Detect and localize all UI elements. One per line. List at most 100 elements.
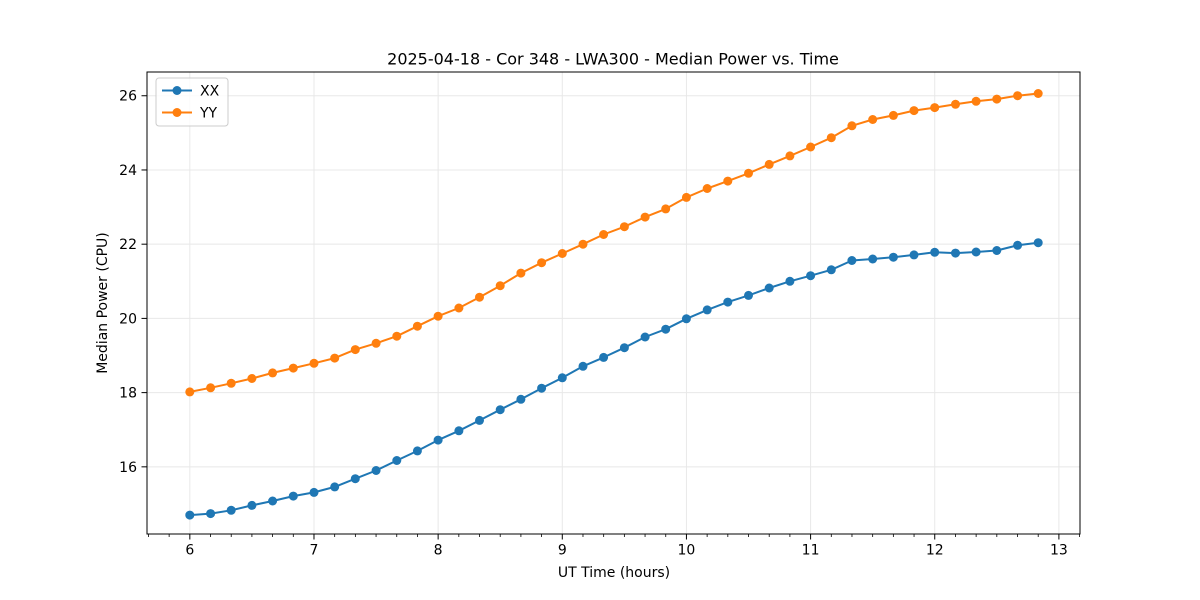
series-yy-marker	[681, 192, 691, 202]
series-xx-marker	[495, 405, 505, 415]
series-yy-marker	[619, 222, 629, 232]
series-xx-marker	[537, 383, 547, 393]
series-xx-marker	[412, 446, 422, 456]
series-yy-marker	[433, 311, 443, 321]
series-yy-marker	[185, 387, 195, 397]
y-tick-label: 26	[119, 89, 137, 105]
series-xx-marker	[661, 324, 671, 334]
series-xx-marker	[806, 271, 816, 281]
y-tick-label: 24	[119, 163, 137, 179]
plot-border	[146, 71, 1081, 535]
series-xx-line	[188, 241, 1040, 517]
series-yy-marker	[764, 159, 774, 169]
series-xx-marker	[681, 314, 691, 324]
series-xx-marker	[909, 250, 919, 260]
series-yy-marker	[206, 383, 216, 393]
series-xx-marker	[392, 456, 402, 465]
series-xx-marker	[309, 487, 319, 497]
series-yy-marker	[226, 378, 236, 388]
series-xx-marker	[951, 248, 960, 258]
x-tick-label: 9	[558, 543, 567, 559]
series-xx-marker	[330, 482, 340, 492]
y-axis-label: Median Power (CPU)	[95, 232, 111, 374]
legend-sample-marker	[172, 108, 182, 117]
series-yy-marker	[475, 292, 484, 302]
series-yy-marker	[951, 99, 960, 109]
series-yy-marker	[847, 121, 857, 131]
series-xx-marker	[930, 247, 940, 257]
series-xx-marker	[1013, 240, 1023, 250]
y-tick-label: 16	[119, 460, 137, 476]
series-xx-marker	[247, 500, 257, 510]
series-xx-marker	[578, 361, 588, 371]
series-yy-marker	[909, 106, 919, 116]
series-xx-marker	[475, 415, 484, 425]
series-yy-marker	[268, 368, 278, 378]
x-tick-label: 6	[185, 543, 194, 559]
x-axis-label: UT Time (hours)	[557, 565, 671, 581]
x-tick-label: 7	[310, 543, 319, 559]
series-yy-marker	[495, 281, 505, 291]
legend-label: XX	[200, 84, 220, 100]
series-xx-marker	[516, 394, 526, 404]
series-yy-line	[188, 92, 1040, 393]
series-yy-marker	[661, 204, 671, 214]
series-yy-marker	[392, 331, 402, 341]
series-yy-marker	[516, 268, 526, 278]
series-yy-marker	[971, 96, 981, 106]
series-xx-marker	[371, 466, 381, 475]
series-yy-marker	[785, 151, 795, 161]
series-xx-marker	[744, 290, 753, 300]
x-tick-label: 10	[678, 543, 696, 559]
series-xx-marker	[288, 491, 298, 501]
series-yy-marker	[888, 110, 898, 120]
series-yy-marker	[640, 212, 650, 222]
x-tick-label: 13	[1050, 543, 1068, 559]
series-xx-marker	[619, 343, 629, 353]
series-yy-marker	[454, 303, 464, 313]
series-yy-marker	[723, 176, 733, 186]
series-yy-marker	[599, 230, 609, 239]
series-xx-marker	[992, 246, 1002, 255]
series-yy-marker	[247, 374, 257, 383]
x-tick-label: 8	[434, 543, 443, 559]
y-tick-label: 20	[119, 311, 137, 327]
series-yy-marker	[1013, 91, 1023, 101]
series-yy-marker	[350, 345, 360, 355]
x-tick-label: 11	[802, 543, 820, 559]
y-tick-label: 22	[119, 237, 137, 253]
series-yy-marker	[309, 358, 319, 368]
legend-sample-marker	[172, 86, 182, 95]
series-xx-marker	[599, 352, 609, 362]
series-xx-marker	[350, 474, 360, 484]
series-xx-marker	[723, 297, 733, 307]
series-xx-marker	[206, 509, 216, 519]
series-yy-marker	[930, 103, 940, 113]
series-yy-marker	[578, 239, 588, 249]
series-yy-marker	[702, 184, 712, 193]
y-tick-label: 18	[119, 386, 137, 402]
series-xx-marker	[557, 373, 567, 383]
series-yy-marker	[557, 249, 567, 258]
legend-label: YY	[199, 106, 218, 122]
chart-title: 2025-04-18 - Cor 348 - LWA300 - Median P…	[387, 49, 839, 69]
series-yy-marker	[744, 168, 753, 178]
series-xx-marker	[868, 254, 878, 264]
series-yy-marker	[1033, 89, 1043, 98]
series-xx-marker	[640, 332, 650, 342]
series-xx-marker	[764, 283, 774, 293]
series-yy-marker	[826, 133, 836, 143]
series-yy-marker	[330, 353, 340, 363]
series-xx-marker	[971, 247, 981, 257]
series-xx-marker	[185, 510, 195, 520]
series-yy-marker	[992, 94, 1002, 104]
series-xx-marker	[268, 496, 278, 506]
series-yy-marker	[806, 142, 816, 152]
series-yy-marker	[288, 363, 298, 373]
series-xx-marker	[888, 252, 898, 262]
series-yy-marker	[868, 115, 878, 124]
x-tick-label: 12	[926, 543, 944, 559]
series-xx-marker	[433, 435, 443, 445]
